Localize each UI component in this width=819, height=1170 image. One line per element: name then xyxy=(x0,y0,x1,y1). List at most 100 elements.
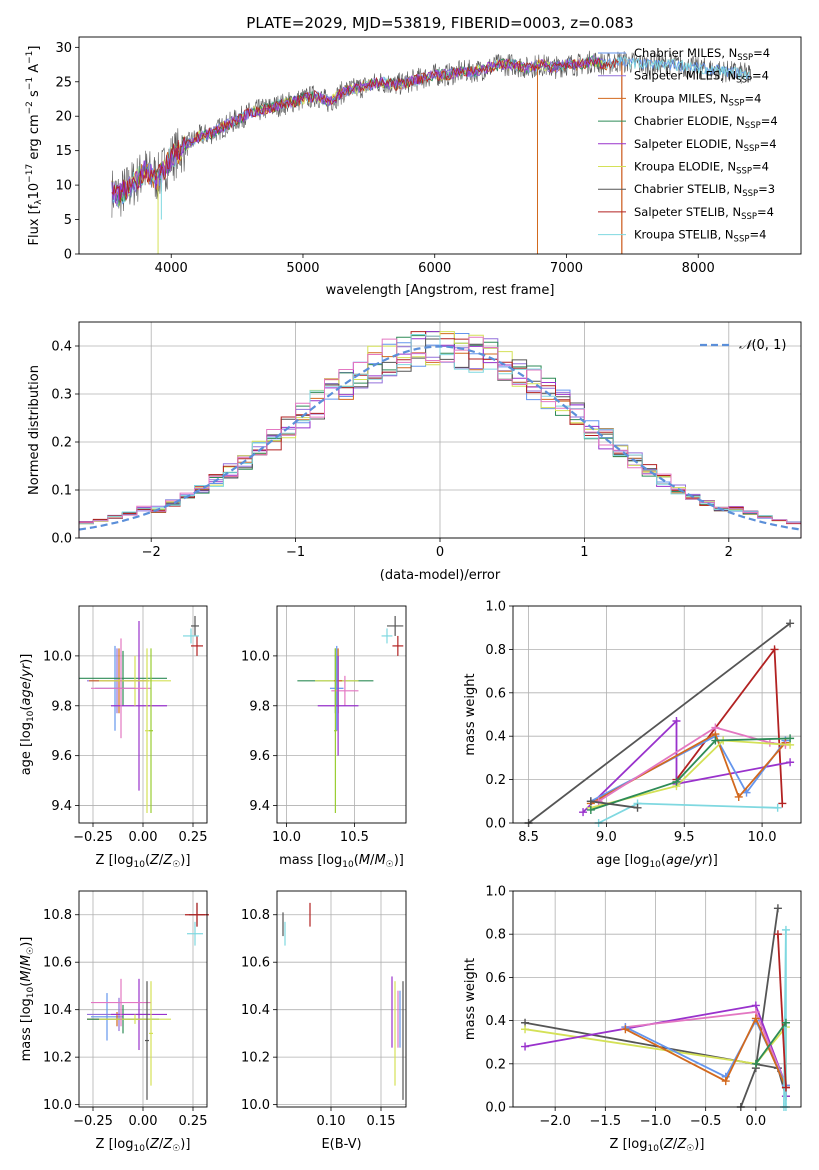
y-tick-label: 10.4 xyxy=(241,1003,270,1018)
weight-point-marker xyxy=(621,1025,630,1034)
weight-point-marker xyxy=(721,1077,730,1086)
weight-point-marker xyxy=(786,758,795,767)
y-tick-label: 10.0 xyxy=(241,1098,270,1113)
weight_vs_age-ylabel: mass weight xyxy=(463,673,478,755)
residual-histogram xyxy=(78,336,802,538)
legend-entry: Salpeter MILES, NSSP=4 xyxy=(634,69,769,86)
x-tick-label: 0.00 xyxy=(129,830,158,845)
x-tick-label: 2 xyxy=(725,545,733,560)
weight-vs-age-panel: 8.5 9.0 9.5 10.0 0.0 0.2 0.4 0.6 0.8 1.0 age [log1… xyxy=(463,600,802,870)
y-tick-label: 10.8 xyxy=(43,908,72,923)
spectrum-series-line xyxy=(111,56,604,204)
weight-point-marker xyxy=(586,797,595,806)
spectrum-ylabel: Flux [fλ10−17 erg cm−2 s−1 A−1] xyxy=(25,46,44,246)
weight-point-marker xyxy=(770,645,779,654)
y-tick-label: 30 xyxy=(55,41,72,56)
weight-point-marker xyxy=(773,904,782,913)
weight-point-marker xyxy=(781,1083,790,1092)
y-tick-label: 0.3 xyxy=(51,388,72,403)
mass_vs_EBV-xlabel: E(B-V) xyxy=(321,1137,361,1152)
weight-series-line xyxy=(590,737,791,811)
x-tick-label: 4000 xyxy=(155,261,188,276)
weight-point-marker xyxy=(781,925,790,934)
residuals-panel: −2 −1 0 1 2 0.0 0.1 0.2 0.3 0.4 𝒩(0, 1) (data-model… xyxy=(27,321,802,583)
age-vs-z-panel: −0.25 0.00 0.25 9.4 9.6 9.8 10.0 Z [log10(Z/Z☉)… xyxy=(19,605,208,870)
y-tick-label: 10 xyxy=(55,179,72,194)
x-tick-label: 1 xyxy=(580,545,588,560)
plot-frame xyxy=(512,890,802,1108)
y-tick-label: 10.6 xyxy=(43,956,72,971)
x-tick-label: 10.0 xyxy=(748,830,777,845)
spectrum-series-line xyxy=(111,54,604,207)
x-tick-label: −1 xyxy=(286,545,305,560)
plot-frame xyxy=(78,321,802,539)
weight-point-marker xyxy=(751,1059,760,1068)
legend-entry: Chabrier STELIB, NSSP=3 xyxy=(634,182,775,199)
spectrum-series-line xyxy=(111,56,604,207)
spectrum-xlabel: wavelength [Angstrom, rest frame] xyxy=(326,283,555,298)
x-tick-label: −2 xyxy=(142,545,161,560)
weight-point-marker xyxy=(672,777,681,786)
legend-entry: Salpeter STELIB, NSSP=4 xyxy=(634,205,774,222)
y-tick-label: 0.8 xyxy=(485,643,506,658)
weight-point-marker xyxy=(586,805,595,814)
y-tick-label: 9.4 xyxy=(51,799,72,814)
y-tick-label: 0.4 xyxy=(485,1014,506,1029)
y-tick-label: 9.8 xyxy=(51,699,72,714)
age_vs_Z-ylabel: age [log10(age/yr)] xyxy=(19,654,36,776)
legend-entry: Chabrier MILES, NSSP=4 xyxy=(634,46,770,63)
y-tick-label: 0 xyxy=(64,248,72,263)
plot-frame xyxy=(78,605,208,824)
x-tick-label: 7000 xyxy=(550,261,583,276)
x-tick-label: −0.25 xyxy=(73,1114,113,1129)
x-tick-label: 0.25 xyxy=(179,1114,208,1129)
weight-point-marker xyxy=(672,717,681,726)
weight-point-marker xyxy=(778,799,787,808)
y-tick-label: 0.0 xyxy=(51,532,72,547)
y-tick-label: 0.6 xyxy=(485,686,506,701)
plot-frame xyxy=(78,890,208,1108)
legend-entry: Kroupa STELIB, NSSP=4 xyxy=(634,228,766,245)
x-tick-label: −1.0 xyxy=(640,1114,672,1129)
spectrum-series-line xyxy=(111,54,604,206)
y-tick-label: 1.0 xyxy=(485,885,506,900)
y-tick-label: 10.0 xyxy=(43,1098,72,1113)
legend-entry: Kroupa MILES, NSSP=4 xyxy=(634,91,761,108)
mass_vs_Z-ylabel: mass [log10(M/M☉)] xyxy=(19,937,36,1062)
weight-series-line xyxy=(590,739,791,809)
x-tick-label: 0.15 xyxy=(367,1114,396,1129)
weight-series-line xyxy=(624,1016,787,1088)
weight-vs-z-panel: −2.0 −1.5 −1.0 −0.5 0.0 0.0 0.2 0.4 0.6 0.8 1.0 Z [… xyxy=(463,885,802,1154)
y-tick-label: 15 xyxy=(55,144,72,159)
legend-entry: Salpeter ELODIE, NSSP=4 xyxy=(634,137,777,154)
y-tick-label: 9.8 xyxy=(249,699,270,714)
y-tick-label: 1.0 xyxy=(485,600,506,615)
x-tick-label: 0.25 xyxy=(179,830,208,845)
mass-vs-ebv-panel: 0.10 0.15 10.0 10.2 10.4 10.6 10.8 E(B-V) xyxy=(241,890,407,1152)
weight-series-line xyxy=(590,800,638,809)
age-vs-mass-panel: 10.0 10.5 9.4 9.6 9.8 10.0 mass [log10(M/M☉)] xyxy=(241,605,407,870)
plot-frame xyxy=(512,605,802,824)
weight-point-marker xyxy=(781,1018,790,1027)
weight_vs_Z-xlabel: Z [log10(Z/Z☉)] xyxy=(610,1137,705,1154)
weight-point-marker xyxy=(742,788,751,797)
x-tick-label: 9.0 xyxy=(596,830,617,845)
y-tick-label: 10.6 xyxy=(241,956,270,971)
weight_vs_Z-ylabel: mass weight xyxy=(463,958,478,1040)
y-tick-label: 0.4 xyxy=(51,340,72,355)
x-tick-label: −2.0 xyxy=(539,1114,571,1129)
plot-frame xyxy=(78,36,802,255)
weight_vs_age-xlabel: age [log10(age/yr)] xyxy=(596,853,718,870)
y-tick-label: 25 xyxy=(55,75,72,90)
legend-entry: Kroupa ELODIE, NSSP=4 xyxy=(634,160,769,177)
x-tick-label: 0.0 xyxy=(745,1114,766,1129)
weight-point-marker xyxy=(711,723,720,732)
legend-entry: Chabrier ELODIE, NSSP=4 xyxy=(634,114,778,131)
age_vs_Z-xlabel: Z [log10(Z/Z☉)] xyxy=(96,853,191,870)
y-tick-label: 0.8 xyxy=(485,928,506,943)
mass-vs-z-panel: −0.25 0.00 0.25 10.0 10.2 10.4 10.6 10.8 Z [log1… xyxy=(19,890,209,1154)
y-tick-label: 0.0 xyxy=(485,817,506,832)
x-tick-label: 6000 xyxy=(418,261,451,276)
x-tick-label: 0.00 xyxy=(129,1114,158,1129)
